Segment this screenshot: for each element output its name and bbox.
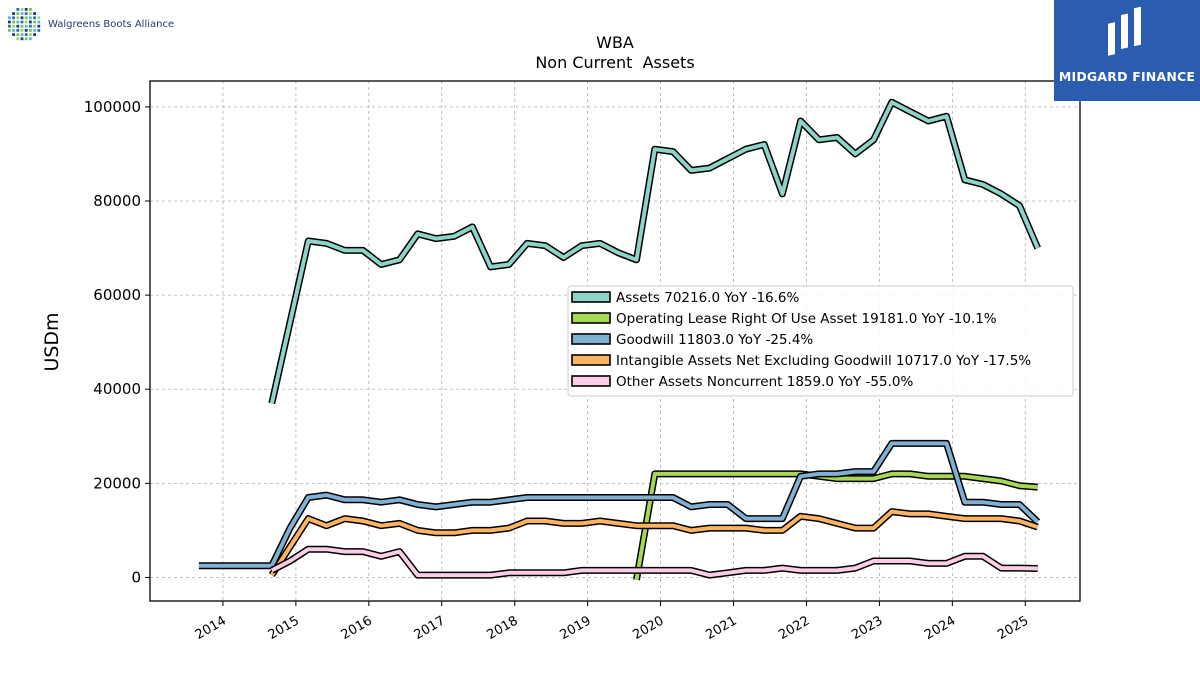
x-tick-label: 2019	[557, 613, 593, 643]
logo-dot	[8, 29, 11, 32]
series-line	[270, 547, 1038, 578]
walgreens-logo: Walgreens Boots Alliance	[4, 4, 174, 44]
logo-dot	[33, 24, 36, 28]
logo-dot	[20, 24, 24, 28]
logo-dot	[16, 37, 20, 41]
logo-dot	[8, 20, 11, 24]
x-tick-label: 2018	[485, 613, 521, 643]
logo-dot	[24, 29, 28, 32]
x-tick-label: 2016	[339, 613, 375, 643]
logo-dot	[29, 33, 32, 36]
logo-dot	[20, 8, 24, 11]
series-lines	[198, 98, 1041, 581]
legend-box	[567, 285, 1074, 397]
logo-dot	[33, 33, 36, 36]
logo-dot	[29, 20, 32, 24]
legend-swatch	[571, 333, 611, 345]
logo-dot	[37, 16, 41, 20]
logo-dot	[24, 12, 28, 15]
x-tick-label: 2025	[995, 613, 1031, 643]
plot-frame	[149, 80, 1081, 602]
logo-dot	[29, 29, 32, 32]
legend-entry: Assets 70216.0 YoY -16.6%	[616, 290, 800, 306]
logo-dot	[29, 16, 32, 20]
logo-dot	[24, 24, 28, 28]
logo-dot	[16, 20, 20, 24]
series-line	[269, 100, 1040, 404]
legend: Assets 70216.0 YoY -16.6% Operating Lease…	[567, 285, 1074, 397]
logo-dot	[12, 33, 15, 36]
x-tick-label: 2014	[193, 613, 229, 643]
y-tick-label: 40000	[93, 380, 141, 398]
logo-dot	[33, 29, 36, 32]
logo-dot	[24, 33, 28, 36]
logo-dot	[29, 24, 32, 28]
logo-dot	[29, 12, 32, 15]
legend-swatch	[571, 312, 611, 324]
logo-dot	[12, 24, 15, 28]
logo-dot	[37, 29, 41, 32]
logo-dot	[8, 24, 11, 28]
logo-dot	[24, 20, 28, 24]
logo-dot	[16, 29, 20, 32]
logo-dot	[24, 8, 28, 11]
logo-dot	[37, 24, 41, 28]
logo-dot	[16, 16, 20, 20]
y-tick-label: 0	[131, 568, 141, 586]
logo-dot	[29, 8, 32, 11]
logo-dot	[12, 29, 15, 32]
logo-dot	[20, 33, 24, 36]
midgard-logo-mark-icon	[1108, 6, 1141, 56]
logo-dot	[12, 12, 15, 15]
midgard-logo-text: MIDGARD FINANCE	[1058, 69, 1196, 84]
series-line	[270, 509, 1039, 577]
midgard-finance-logo: MIDGARD FINANCE	[1054, 0, 1200, 101]
logo-dot	[20, 37, 24, 41]
logo-dot	[8, 16, 11, 20]
logo-dot	[16, 24, 20, 28]
logo-dot	[16, 12, 20, 15]
logo-dot	[20, 20, 24, 24]
legend-entry: Operating Lease Right Of Use Asset 19181…	[616, 311, 997, 327]
legend-swatch	[571, 354, 611, 366]
y-tick-label: 80000	[93, 192, 141, 210]
x-tick-label: 2022	[776, 613, 812, 643]
logo-dot	[24, 16, 28, 20]
logo-dot	[29, 37, 32, 41]
walgreens-logo-mark-icon	[8, 8, 41, 41]
logo-dot	[33, 12, 36, 15]
logo-dot	[33, 20, 36, 24]
logo-dot	[33, 16, 36, 20]
x-tick-label: 2021	[703, 613, 739, 643]
legend-entry: Other Assets Noncurrent 1859.0 YoY -55.0…	[616, 374, 913, 390]
x-tick-label: 2023	[849, 613, 885, 643]
logo-dot	[12, 16, 15, 20]
logo-dot	[20, 29, 24, 32]
x-tick-label: 2017	[412, 613, 448, 643]
chart-subtitle: Non Current Assets	[535, 53, 694, 72]
legend-swatch	[571, 375, 611, 387]
walgreens-logo-text: Walgreens Boots Alliance	[48, 18, 175, 30]
legend-entry: Goodwill 11803.0 YoY -25.4%	[616, 332, 813, 348]
series-line	[634, 471, 1038, 581]
logo-dot	[16, 33, 20, 36]
y-tick-label: 60000	[93, 286, 141, 304]
legend-swatch	[571, 291, 611, 303]
logo-dot	[24, 37, 28, 41]
logo-dot	[20, 16, 24, 20]
x-tick-label: 2024	[922, 613, 958, 643]
logo-dot	[16, 8, 20, 11]
logo-dot	[20, 12, 24, 15]
chart-title: WBA	[596, 33, 634, 52]
x-tick-label: 2015	[266, 613, 302, 643]
y-tick-label: 20000	[93, 474, 141, 492]
logo-dot	[37, 20, 41, 24]
logo-dot	[12, 20, 15, 24]
series-line	[198, 441, 1040, 568]
x-tick-label: 2020	[630, 613, 666, 643]
y-axis-label: USDm	[41, 312, 63, 371]
y-tick-label: 100000	[84, 98, 141, 116]
legend-entry: Intangible Assets Net Excluding Goodwill…	[616, 353, 1031, 369]
